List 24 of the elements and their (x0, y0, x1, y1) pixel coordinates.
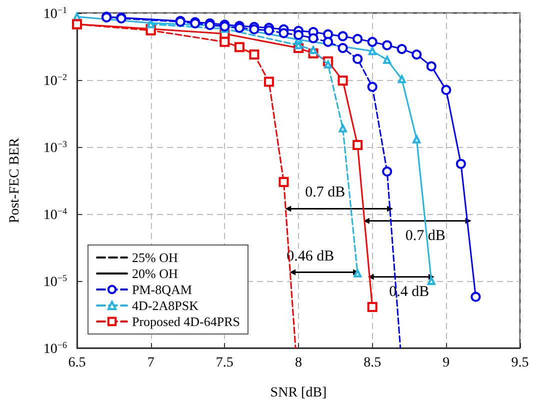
x-tick-label: 8.5 (364, 356, 382, 370)
x-tick-label: 8 (295, 356, 302, 370)
legend-label: 20% OH (132, 266, 178, 281)
legend-label: 25% OH (132, 250, 178, 265)
annotation: 0.46 dB (286, 248, 334, 264)
x-tick-label: 7.5 (216, 356, 234, 370)
annotation: 0.7 dB (405, 228, 446, 244)
legend-label: PM-8QAM (132, 282, 192, 297)
y-axis-title: Post-FEC BER (8, 137, 22, 224)
y-tick-label: 10$^{−1}$ (43, 5, 67, 22)
x-axis-title: SNR [dB] (270, 386, 327, 400)
y-tick-label: 10$^{−6}$ (43, 340, 68, 357)
legend-label: Proposed 4D-64PRS (132, 314, 240, 329)
x-tick-label: 9.5 (511, 356, 529, 370)
y-tick-label: 10$^{−4}$ (43, 206, 68, 223)
y-tick-label: 10$^{−3}$ (43, 139, 68, 156)
y-tick-label: 10$^{−5}$ (43, 273, 68, 290)
annotation: 0.4 dB (389, 284, 430, 300)
x-tick-label: 6.5 (68, 356, 86, 370)
annotation: 0.7 dB (305, 184, 346, 201)
legend-label: 4D-2A8PSK (132, 298, 200, 313)
y-tick-label: 10$^{−2}$ (43, 72, 67, 89)
x-tick-label: 7 (147, 356, 154, 370)
x-tick-label: 9 (442, 356, 450, 370)
